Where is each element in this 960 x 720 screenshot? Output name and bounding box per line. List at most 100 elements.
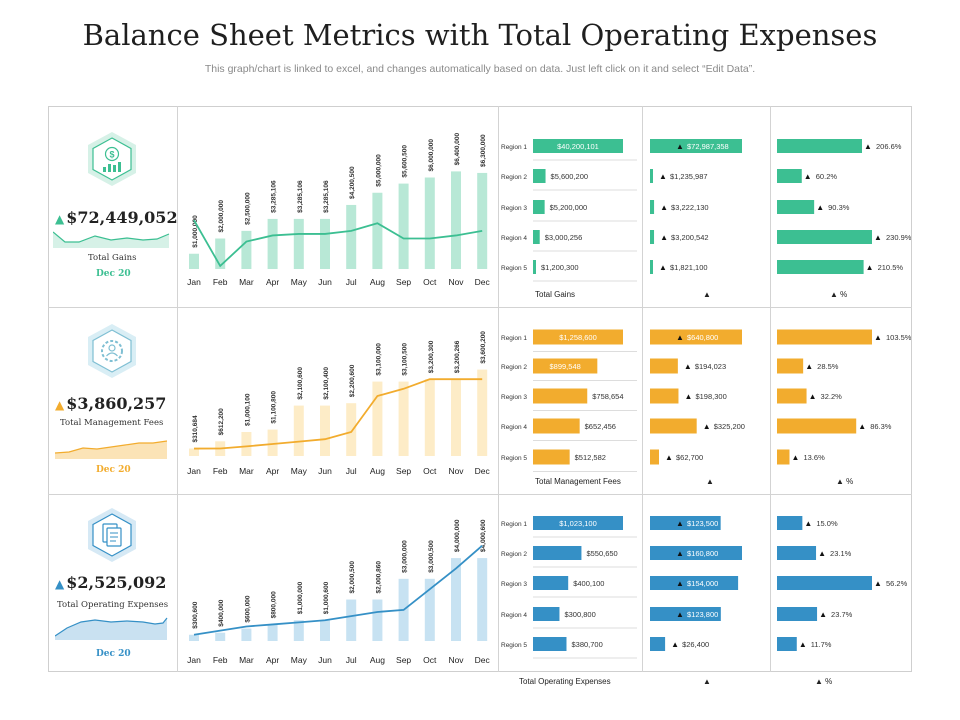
up-arrow-icon: ▲ [676, 142, 684, 151]
x-tick-label: Sep [396, 277, 411, 287]
region-bar-value [533, 358, 598, 374]
region-bar-pct [777, 139, 863, 153]
svg-text:$: $ [109, 150, 114, 160]
x-tick-label: Aug [370, 655, 385, 665]
bar [215, 632, 226, 641]
monthly-gains-chart: $1,000,000 Jan $2,000,000 Feb $2,500,000 Mar $… [187, 132, 491, 287]
region-bar-value [533, 607, 560, 621]
bar [320, 405, 330, 456]
dashboard-frame [48, 106, 912, 672]
region-label: Region 4 [501, 424, 527, 431]
region-change-label: $154,000 [687, 579, 718, 588]
bar [346, 204, 357, 269]
region-bar-value [533, 546, 582, 560]
region-gains-footer-pct: ▲ % [830, 290, 848, 299]
page-title: Balance Sheet Metrics with Total Operati… [82, 18, 878, 52]
region-bar-change [650, 449, 660, 465]
bar [477, 558, 488, 641]
x-tick-label: Jun [318, 277, 332, 287]
bar [451, 558, 461, 641]
up-arrow-icon: ▲ [792, 453, 800, 462]
region-value-label: $1,200,300 [541, 263, 579, 272]
up-arrow-icon: ▲ [55, 577, 65, 591]
x-tick-label: Aug [370, 277, 385, 287]
kpi-gains-badge: $ [88, 132, 136, 186]
up-arrow-icon: ▲ [819, 610, 827, 619]
x-tick-label: Jul [346, 655, 357, 665]
bar-value-label: $5,000,000 [375, 154, 382, 187]
bar-value-label: $3,100,500 [402, 343, 409, 376]
up-arrow-icon: ▲ [660, 203, 668, 212]
x-tick-label: Feb [213, 277, 228, 287]
x-tick-label: Oct [423, 466, 437, 476]
x-tick-label: Mar [239, 466, 254, 476]
col-divider [770, 106, 771, 494]
bar [189, 253, 199, 269]
bar-value-label: $3,600,200 [480, 331, 487, 364]
up-arrow-icon: ▲ [874, 333, 882, 342]
region-opex-table: Region 1 $1,023,100 ▲ $123,500 ▲ 15.0%Region … [501, 516, 908, 659]
region-value-label: $3,000,256 [545, 233, 583, 242]
x-tick-label: Dec [475, 277, 491, 287]
bar-value-label: $3,285,106 [297, 180, 304, 213]
kpi-fees-value: ▲ $3,860,257 [55, 394, 167, 413]
bar [320, 620, 330, 641]
bar [189, 634, 199, 641]
region-bar-pct [777, 169, 802, 183]
region-bar-change [650, 516, 721, 530]
region-value-label: $899,548 [550, 362, 581, 371]
page-subtitle: This graph/chart is linked to excel, and… [204, 63, 756, 75]
region-label: Region 5 [501, 642, 527, 649]
region-change-label: $325,200 [714, 422, 745, 431]
region-label: Region 3 [501, 581, 527, 588]
region-value-label: $400,100 [573, 579, 604, 588]
bar-value-label: $6,400,000 [454, 132, 461, 165]
bar [424, 578, 435, 641]
region-bar-value [533, 576, 569, 590]
region-pct-label: 11.7% [811, 640, 832, 649]
region-fees-footer-pct: ▲ % [836, 477, 854, 486]
region-pct-label: 15.0% [816, 519, 838, 528]
bar-value-label: $800,000 [271, 591, 278, 618]
region-change-label: $3,200,542 [671, 233, 709, 242]
kpi-opex-value: ▲ $2,525,092 [55, 573, 167, 592]
kpi-opex-sparkline [55, 617, 168, 640]
region-bar-pct [777, 230, 872, 244]
region-label: Region 1 [501, 335, 527, 342]
bar-value-label: $2,000,500 [349, 561, 356, 594]
col-divider [642, 106, 643, 494]
region-value-label: $1,258,600 [559, 333, 597, 342]
kpi-gains-value: ▲ $72,449,052 [55, 208, 178, 227]
x-tick-label: May [291, 466, 308, 476]
kpi-gains-sparkline [53, 231, 170, 248]
region-gains-footer: Total Gains [535, 290, 576, 299]
region-bar-pct [777, 546, 817, 560]
bar [320, 218, 330, 269]
up-arrow-icon: ▲ [665, 453, 673, 462]
bar-value-label: $2,100,600 [297, 367, 304, 400]
region-bar-value [533, 200, 545, 214]
region-pct-label: 56.2% [886, 579, 908, 588]
up-arrow-icon: ▲ [659, 263, 667, 272]
bar-value-label: $3,285,106 [323, 180, 330, 213]
region-value-label: $652,456 [585, 422, 616, 431]
region-bar-value [533, 169, 546, 183]
region-change-label: $160,800 [687, 549, 718, 558]
region-gains-footer-arrow: ▲ [703, 290, 711, 299]
bar [241, 431, 252, 456]
region-value-label: $758,654 [592, 392, 623, 401]
region-label: Region 5 [501, 265, 527, 272]
region-pct-label: 23.1% [830, 549, 852, 558]
bar-value-label: $6,300,000 [480, 134, 487, 167]
region-bar-value [533, 139, 623, 153]
region-label: Region 4 [501, 612, 527, 619]
bar [451, 171, 461, 269]
kpi-gains-date: Dec 20 [96, 269, 131, 279]
region-bar-change [650, 607, 721, 621]
bar [372, 381, 383, 456]
x-tick-label: Nov [448, 466, 464, 476]
region-change-label: $62,700 [676, 453, 703, 462]
bar-value-label: $3,000,500 [428, 540, 435, 573]
region-gains-table: Region 1 $40,200,101 ▲ $72,987,358 ▲ 206.6%Re… [501, 139, 911, 282]
kpi-opex-label: Total Operating Expenses [57, 600, 169, 610]
